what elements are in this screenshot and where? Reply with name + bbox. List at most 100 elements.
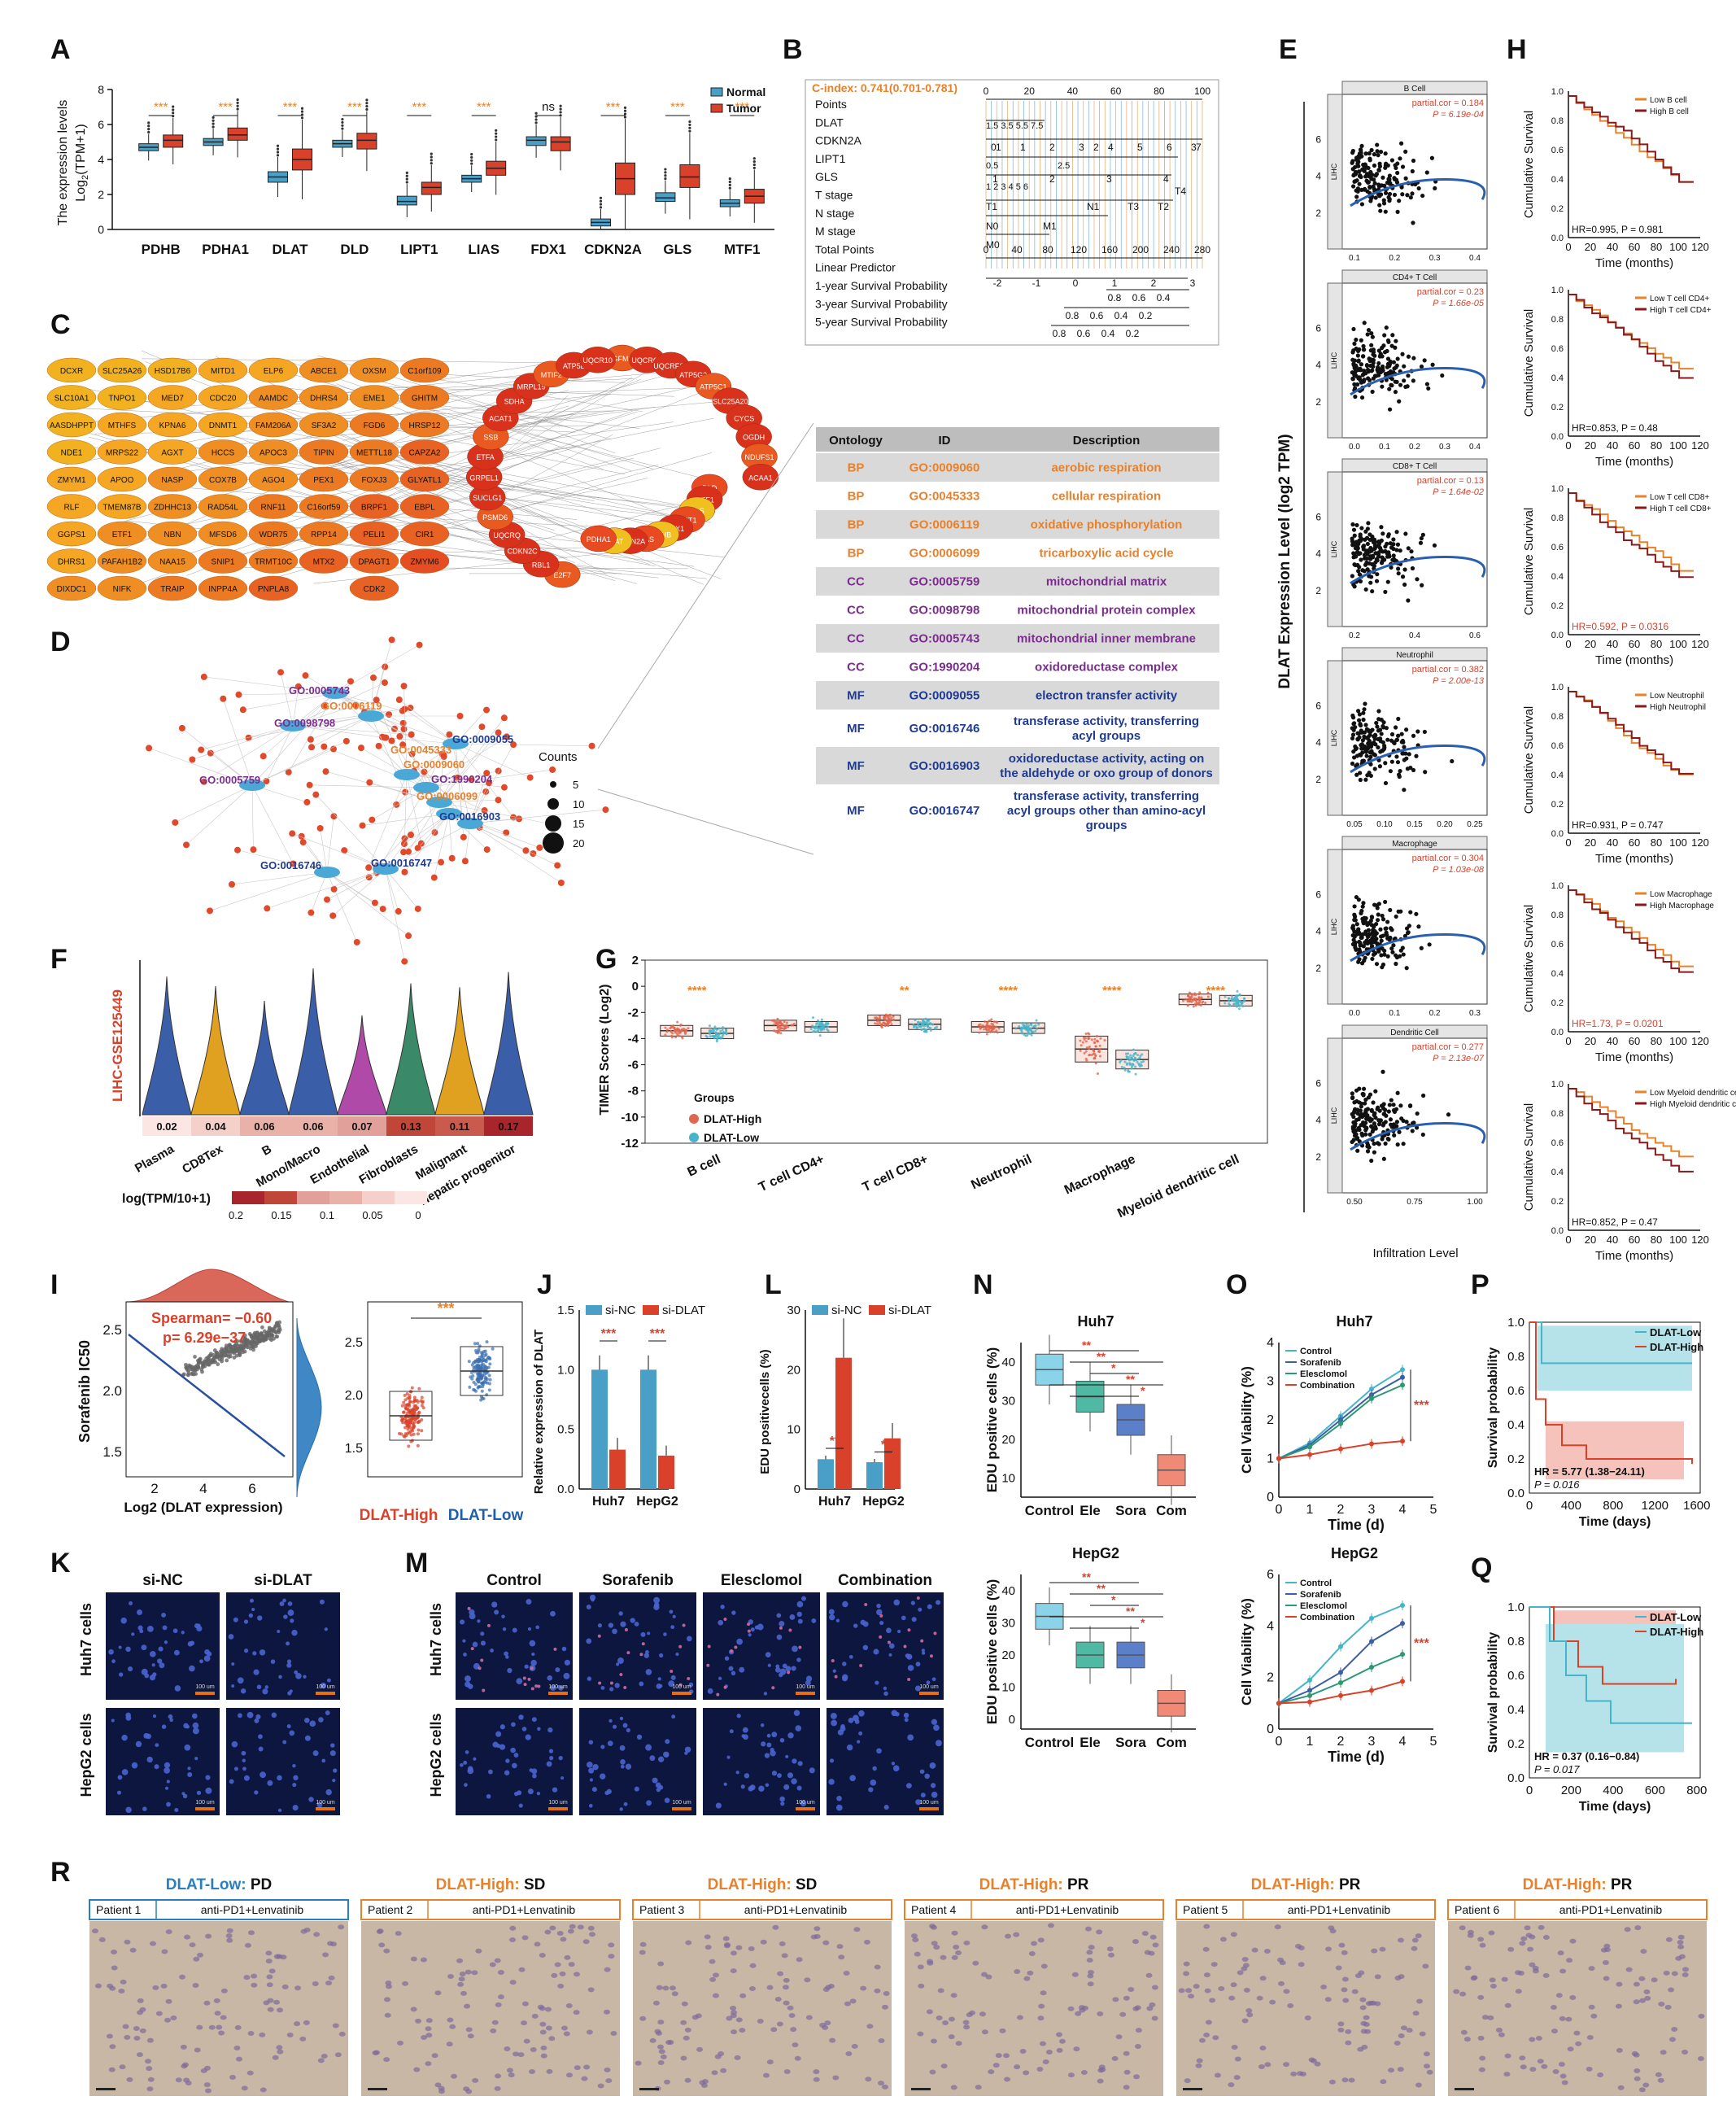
counts-legend-label: 20 (573, 837, 584, 849)
nucleus (789, 1614, 796, 1620)
nucleus (143, 1732, 150, 1739)
jitter-point (1023, 1033, 1026, 1037)
nucleus (903, 1712, 909, 1718)
nucleus (547, 1727, 553, 1733)
go-edge (326, 816, 334, 873)
outlier (147, 121, 150, 124)
jitter-point (1243, 999, 1246, 1002)
jitter-point (411, 1421, 415, 1425)
column-title: Control (486, 1572, 542, 1589)
ihc-nucleus (748, 1946, 755, 1952)
nucleus (875, 1680, 879, 1685)
hazard-ratio: HR=0.853, P = 0.48 (1572, 422, 1658, 434)
network-edge (294, 454, 712, 523)
jitter-point (709, 1029, 713, 1033)
x-tick-label: 120 (1691, 1234, 1709, 1246)
jitter-point (1079, 1039, 1082, 1042)
nucleus (800, 1800, 807, 1807)
nucleus (787, 1732, 794, 1739)
ihc-image (633, 1921, 892, 2096)
go-table-ontology: BP (848, 461, 865, 475)
y-tick-label: 0.8 (1551, 1109, 1564, 1119)
jitter-point (818, 1034, 822, 1037)
jitter-point (479, 1365, 483, 1369)
jitter-point (1206, 991, 1210, 994)
scatter-point (1352, 533, 1357, 538)
ihc-nucleus (539, 2021, 547, 2027)
edu-positive (734, 1645, 738, 1649)
jitter-point (1228, 997, 1231, 1000)
scatter-point (1403, 751, 1408, 756)
hazard-ratio: HR = 0.37 (0.16−0.84) (1534, 1750, 1639, 1762)
scatter-point (1372, 1111, 1377, 1116)
outlier (752, 166, 756, 169)
jitter-point (776, 1024, 779, 1027)
scatter-point (1369, 343, 1374, 347)
ihc-nucleus (164, 2017, 171, 2023)
nucleus (548, 1749, 554, 1753)
ihc-nucleus (220, 2015, 227, 2020)
scatter-point (1391, 537, 1396, 542)
y-tick-label: 1.0 (1551, 87, 1564, 97)
ihc-nucleus (813, 2069, 820, 2075)
lipt1-sub: 2.5 (1058, 161, 1070, 171)
hazard-ratio: HR=0.931, P = 0.747 (1572, 819, 1664, 831)
dlat-ticks: 1.5 3.5 5.5 7.5 (986, 121, 1043, 131)
ihc-nucleus (1086, 1958, 1093, 1963)
scatter-point (1394, 338, 1398, 343)
jitter-point (1093, 1057, 1097, 1060)
scatter-point (1387, 199, 1392, 203)
y-tick-label: 40 (1001, 1356, 1015, 1369)
scatter-point (1384, 726, 1389, 731)
scatter-point (1450, 758, 1455, 764)
outlier (341, 127, 344, 130)
scatter-point (1363, 777, 1368, 782)
scatter-point (200, 1369, 204, 1374)
nucleus (907, 1665, 914, 1671)
x-tick-label: 80 (1651, 638, 1662, 650)
ihc-nucleus (175, 2077, 182, 2083)
scatter-point (1407, 1103, 1413, 1108)
x-tick-label: 120 (1691, 836, 1709, 849)
scatter-point (1359, 746, 1364, 751)
panel-d-go-network: GO:0005743GO:0006119GO:0098798GO:0009055… (146, 422, 814, 965)
gene-node-label: ZDHHC13 (154, 504, 192, 513)
ihc-nucleus (109, 2044, 116, 2050)
scatter-point (1383, 190, 1389, 195)
jitter-point (417, 1410, 421, 1414)
x-tick-label: 1 (1306, 1503, 1314, 1517)
gene-node-label: PAFAH1B2 (102, 558, 142, 567)
jitter-point (1030, 1030, 1033, 1033)
jitter-point (468, 1385, 472, 1389)
scatter-point (1376, 348, 1381, 353)
edu-positive (716, 1692, 720, 1697)
go-edge (403, 813, 450, 845)
go-edge (326, 871, 376, 903)
scatter-point (1404, 727, 1409, 732)
ihc-nucleus (420, 1957, 427, 1963)
nucleus (588, 1767, 595, 1774)
y-tick-label: 4 (1315, 1115, 1321, 1126)
scatter-point (240, 1338, 245, 1343)
gene-node (198, 494, 248, 519)
violin (142, 976, 192, 1116)
nucleus (258, 1734, 263, 1740)
jitter-point (412, 1400, 416, 1404)
scatter-point (1372, 177, 1376, 182)
gene-dot (329, 745, 337, 753)
outlier (365, 98, 369, 102)
gene-node-label: E2F7 (553, 571, 571, 579)
ihc-nucleus (447, 2017, 454, 2023)
violin (190, 986, 241, 1116)
ihc-nucleus (517, 2052, 525, 2058)
scatter-point (1352, 552, 1357, 557)
ihc-nucleus (299, 2036, 307, 2042)
gene-node-label: ABCE1 (311, 367, 338, 376)
scatter-point (1387, 191, 1393, 197)
go-table-row (816, 510, 1219, 539)
gene-dot (260, 753, 267, 760)
jitter-point (923, 1030, 927, 1033)
jitter-point (408, 1394, 412, 1398)
scatter-point (1376, 947, 1381, 952)
